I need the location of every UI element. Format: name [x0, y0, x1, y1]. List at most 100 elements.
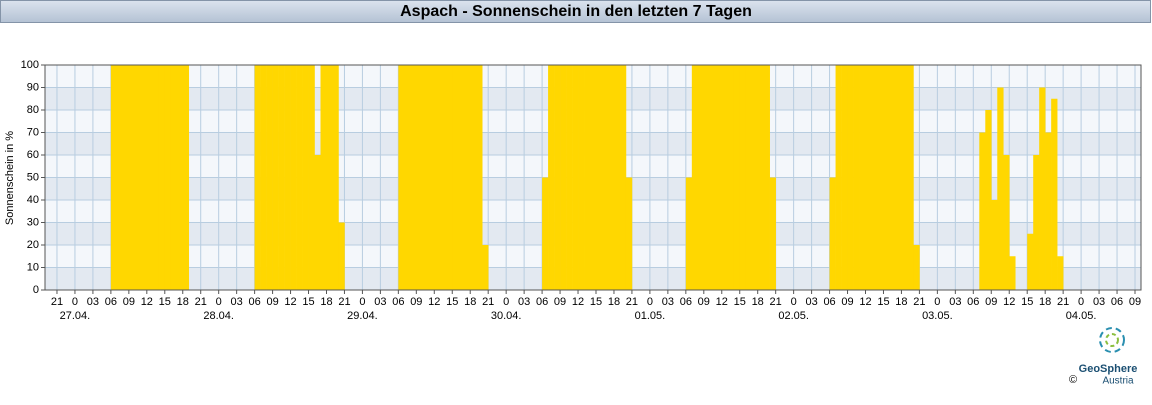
date-label: 02.05.	[778, 310, 809, 322]
bar	[158, 65, 166, 290]
x-tick-label: 21	[626, 296, 638, 308]
bar	[619, 65, 627, 290]
bar	[607, 65, 615, 290]
bar	[446, 65, 453, 290]
bar	[254, 65, 261, 290]
bar	[110, 65, 118, 290]
bar	[727, 65, 735, 290]
bar	[1027, 233, 1034, 290]
bar	[889, 65, 896, 290]
bar	[398, 65, 405, 290]
chart-title: Aspach - Sonnenschein in den letzten 7 T…	[400, 3, 752, 20]
x-tick-label: 09	[266, 296, 278, 308]
date-label: 28.04.	[203, 310, 234, 322]
x-tick-label: 06	[105, 296, 117, 308]
x-tick-label: 15	[446, 296, 458, 308]
bar	[146, 65, 154, 290]
bar	[721, 65, 729, 290]
bar	[470, 65, 477, 290]
logo-name: GeoSphere	[1079, 363, 1138, 375]
bar	[278, 65, 285, 290]
x-tick-label: 0	[72, 296, 78, 308]
date-label: 01.05.	[635, 310, 666, 322]
bar	[1039, 87, 1046, 290]
y-axis-label: Sonnenschein in %	[4, 131, 16, 225]
bar	[853, 65, 860, 290]
bar	[865, 65, 872, 290]
x-tick-label: 06	[536, 296, 548, 308]
y-tick-label: 70	[27, 126, 39, 138]
logo: GeoSphere © Austria	[1069, 327, 1138, 387]
bar	[1009, 256, 1016, 290]
bar	[332, 65, 339, 290]
bar	[482, 245, 489, 290]
title-bar	[0, 0, 1151, 23]
bar	[476, 65, 483, 290]
bar	[590, 65, 597, 290]
x-tick-label: 21	[482, 296, 494, 308]
bar	[859, 65, 866, 290]
x-tick-label: 06	[248, 296, 260, 308]
bar	[847, 65, 854, 290]
y-tick-label: 10	[27, 261, 39, 273]
bar	[835, 65, 842, 290]
bar	[751, 65, 758, 290]
x-tick-label: 03	[1093, 296, 1105, 308]
y-tick-label: 90	[27, 81, 39, 93]
bar	[440, 65, 447, 290]
x-tick-label: 0	[503, 296, 509, 308]
x-tick-label: 03	[662, 296, 674, 308]
bar	[685, 177, 693, 290]
x-tick-label: 15	[734, 296, 746, 308]
x-tick-label: 12	[859, 296, 871, 308]
bar	[1051, 98, 1058, 290]
x-tick-label: 18	[464, 296, 476, 308]
x-tick-label: 15	[302, 296, 314, 308]
bar	[326, 65, 333, 290]
bar	[709, 65, 717, 290]
bar	[260, 65, 267, 290]
bar	[625, 177, 633, 290]
x-tick-label: 15	[877, 296, 889, 308]
x-tick-label: 0	[934, 296, 940, 308]
bar	[584, 65, 591, 290]
date-label: 29.04.	[347, 310, 378, 322]
x-tick-label: 21	[913, 296, 925, 308]
x-tick-label: 18	[895, 296, 907, 308]
x-tick-label: 12	[141, 296, 153, 308]
bar	[416, 65, 423, 290]
x-tick-label: 06	[392, 296, 404, 308]
x-tick-label: 12	[572, 296, 584, 308]
logo-icon	[1105, 333, 1119, 347]
x-tick-label: 0	[1078, 296, 1084, 308]
bar	[272, 65, 279, 290]
x-tick-label: 09	[698, 296, 710, 308]
x-tick-label: 03	[949, 296, 961, 308]
bar	[763, 65, 770, 290]
date-label: 03.05.	[922, 310, 953, 322]
bar	[578, 65, 585, 290]
x-tick-label: 21	[1057, 296, 1069, 308]
bar	[572, 65, 579, 290]
x-tick-label: 18	[177, 296, 189, 308]
bar	[697, 65, 705, 290]
date-label: 27.04.	[60, 310, 91, 322]
bar	[140, 65, 148, 290]
x-tick-label: 15	[590, 296, 602, 308]
bar	[703, 65, 711, 290]
bar	[991, 200, 998, 290]
bar	[739, 65, 747, 290]
y-tick-label: 100	[21, 59, 39, 71]
bar	[997, 87, 1004, 290]
x-tick-label: 0	[647, 296, 653, 308]
bar	[757, 65, 764, 290]
bar	[170, 65, 178, 290]
x-tick-label: 09	[123, 296, 135, 308]
bar	[128, 65, 136, 290]
bar	[308, 65, 315, 290]
logo-country: Austria	[1102, 376, 1134, 387]
bar	[296, 65, 303, 290]
bar	[542, 177, 549, 290]
